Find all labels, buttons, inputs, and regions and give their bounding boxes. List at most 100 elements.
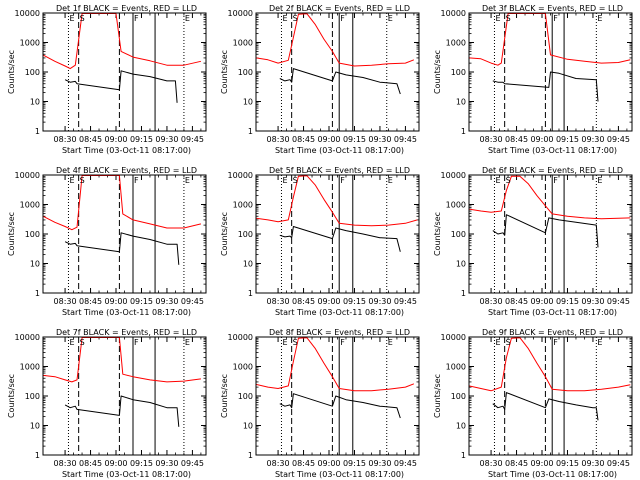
series-line-lld — [256, 175, 418, 227]
x-tick-label: 09:00 — [317, 297, 340, 306]
event-marker-label: S — [506, 14, 511, 23]
series-line-lld — [256, 13, 415, 67]
x-axis-label: Start Time (03-Oct-11 08:17:00) — [275, 470, 404, 479]
series-line-events — [492, 214, 599, 248]
x-tick-label: 08:45 — [79, 297, 102, 306]
x-tick-label: 09:15 — [130, 459, 153, 468]
event-marker-label: E — [388, 14, 393, 23]
y-tick-label: 1000 — [233, 201, 253, 210]
y-tick-label: 1 — [461, 127, 466, 136]
series-line-lld — [469, 13, 631, 66]
x-tick-label: 09:45 — [607, 297, 630, 306]
x-tick-label: 08:30 — [54, 297, 77, 306]
event-marker-label: F — [553, 176, 558, 185]
plot-area — [43, 175, 202, 293]
event-marker-label: F — [553, 338, 558, 347]
series-line-events — [279, 68, 401, 95]
x-tick-label: 08:45 — [292, 297, 315, 306]
y-tick-label: 10 — [30, 260, 40, 269]
x-tick-label: 09:30 — [581, 459, 604, 468]
chart-panel: Det 3f BLACK = Events, RED = LLD Counts/s… — [433, 4, 633, 155]
y-tick-label: 10 — [456, 422, 466, 431]
y-tick-label: 1 — [461, 451, 466, 460]
y-tick-label: 10000 — [228, 171, 253, 180]
x-tick-label: 09:00 — [104, 135, 127, 144]
chart-title: Det 6f BLACK = Events, RED = LLD — [482, 166, 623, 175]
x-axis-label: Start Time (03-Oct-11 08:17:00) — [275, 308, 404, 317]
x-axis-label: Start Time (03-Oct-11 08:17:00) — [62, 470, 191, 479]
x-tick-label: 08:45 — [505, 297, 528, 306]
plot-frame — [42, 174, 207, 294]
y-tick-label: 1000 — [446, 201, 466, 210]
x-tick-label: 08:45 — [79, 135, 102, 144]
plot-frame — [468, 336, 633, 456]
y-tick-label: 1 — [35, 451, 40, 460]
x-tick-label: 09:45 — [607, 135, 630, 144]
event-marker-label: F — [553, 14, 558, 23]
chart-panel: Det 4f BLACK = Events, RED = LLD Counts/s… — [7, 166, 207, 317]
x-tick-label: 08:30 — [480, 135, 503, 144]
x-tick-label: 09:15 — [556, 459, 579, 468]
x-tick-label: 08:30 — [480, 297, 503, 306]
chart-panel: Det 2f BLACK = Events, RED = LLD Counts/s… — [220, 4, 420, 155]
event-marker-label: E — [282, 14, 287, 23]
event-marker-label: E — [597, 338, 602, 347]
series-line-events — [279, 393, 401, 419]
series-line-events — [64, 232, 180, 265]
x-tick-label: 08:30 — [267, 459, 290, 468]
y-tick-label: 10000 — [441, 333, 466, 342]
plot-frame — [468, 12, 633, 132]
event-marker-label: F — [134, 338, 139, 347]
plot-area — [469, 13, 631, 131]
y-tick-label: 1000 — [446, 39, 466, 48]
chart-panel: Det 6f BLACK = Events, RED = LLD Counts/s… — [433, 166, 633, 317]
x-tick-label: 09:15 — [556, 135, 579, 144]
y-tick-label: 10000 — [15, 333, 40, 342]
chart-panel: Det 1f BLACK = Events, RED = LLD Counts/s… — [7, 4, 207, 155]
series-line-lld — [469, 175, 631, 220]
series-line-events — [64, 395, 180, 427]
plot-area — [43, 337, 201, 455]
x-tick-label: 09:00 — [530, 135, 553, 144]
x-tick-label: 09:00 — [317, 459, 340, 468]
series-line-lld — [43, 13, 202, 70]
y-tick-label: 10 — [30, 422, 40, 431]
y-tick-label: 100 — [25, 68, 40, 77]
series-line-lld — [469, 337, 631, 392]
x-tick-label: 08:45 — [292, 135, 315, 144]
y-tick-label: 1000 — [20, 363, 40, 372]
event-marker-label: F — [134, 14, 139, 23]
x-axis-label: Start Time (03-Oct-11 08:17:00) — [275, 146, 404, 155]
y-tick-label: 10000 — [15, 171, 40, 180]
event-marker-label: F — [340, 338, 345, 347]
x-tick-label: 09:00 — [530, 459, 553, 468]
y-axis-label: Counts/sec — [220, 374, 229, 418]
x-tick-label: 09:15 — [343, 135, 366, 144]
x-tick-label: 09:45 — [181, 135, 204, 144]
x-tick-label: 09:30 — [581, 297, 604, 306]
plot-area — [469, 175, 631, 293]
chart-title: Det 7f BLACK = Events, RED = LLD — [56, 328, 197, 337]
x-tick-label: 08:45 — [505, 459, 528, 468]
chart-title: Det 9f BLACK = Events, RED = LLD — [482, 328, 623, 337]
x-tick-label: 09:30 — [368, 135, 391, 144]
chart-panel: Det 7f BLACK = Events, RED = LLD Counts/s… — [7, 328, 207, 479]
y-tick-label: 1000 — [20, 201, 40, 210]
event-marker-label: E — [495, 338, 500, 347]
y-axis-label: Counts/sec — [433, 50, 442, 94]
event-marker-label: E — [597, 14, 602, 23]
y-tick-label: 10 — [243, 260, 253, 269]
y-tick-label: 10000 — [441, 171, 466, 180]
event-marker-label: E — [69, 176, 74, 185]
x-tick-label: 08:45 — [292, 459, 315, 468]
plot-area — [256, 13, 415, 131]
x-axis-label: Start Time (03-Oct-11 08:17:00) — [62, 308, 191, 317]
event-marker-label: S — [506, 338, 511, 347]
y-tick-label: 1000 — [233, 39, 253, 48]
series-line-events — [492, 71, 599, 102]
event-marker-label: E — [185, 14, 190, 23]
chart-panel: Det 5f BLACK = Events, RED = LLD Counts/s… — [220, 166, 420, 317]
series-line-events — [279, 226, 401, 252]
plot-area — [43, 13, 202, 131]
series-line-lld — [256, 337, 415, 392]
